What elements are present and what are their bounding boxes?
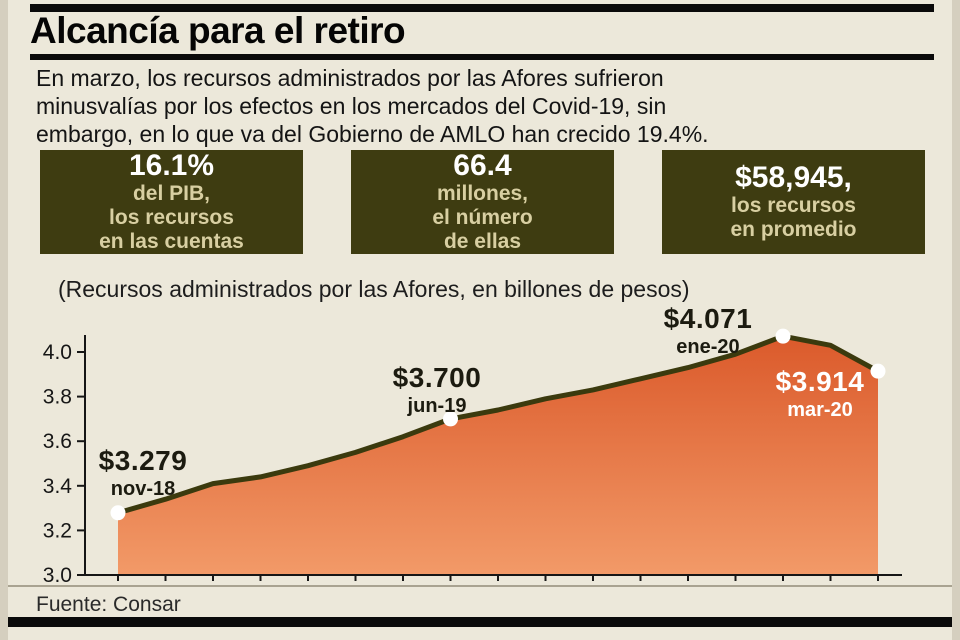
intro-line: minusvalías por los efectos en los merca… bbox=[36, 93, 667, 119]
stat-label: millones, bbox=[436, 182, 529, 205]
stat-value: 16.1% bbox=[128, 149, 215, 182]
svg-text:3.2: 3.2 bbox=[43, 519, 72, 542]
chart-subtitle: (Recursos administrados por las Afores, … bbox=[58, 276, 690, 302]
svg-text:3.0: 3.0 bbox=[43, 564, 72, 587]
annotation-mar20: $3.914 mar-20 bbox=[776, 366, 865, 422]
intro-line: En marzo, los recursos administrados por… bbox=[36, 65, 664, 91]
source-credit: Fuente: Consar bbox=[36, 593, 181, 616]
stat-value: 66.4 bbox=[453, 149, 512, 182]
annotation-date: mar-20 bbox=[787, 399, 853, 421]
title-rule bbox=[30, 54, 934, 60]
annotation-date: nov-18 bbox=[110, 478, 176, 500]
annotation-date: jun-19 bbox=[407, 395, 467, 417]
page-title: Alcancía para el retiro bbox=[30, 10, 406, 51]
svg-text:3.6: 3.6 bbox=[43, 430, 72, 453]
annotation-value: $3.700 bbox=[392, 362, 482, 393]
footer-rule bbox=[8, 585, 952, 587]
annotation-value: $3.914 bbox=[775, 366, 865, 397]
stat-label: de ellas bbox=[443, 230, 522, 253]
stat-label: el número bbox=[432, 206, 533, 229]
svg-text:4.0: 4.0 bbox=[43, 341, 72, 364]
stat-box-promedio: $58,945, los recursos en promedio bbox=[662, 150, 925, 254]
stat-label: del PIB, bbox=[132, 182, 211, 205]
svg-text:3.4: 3.4 bbox=[43, 475, 73, 498]
annotation-value: $4.071 bbox=[663, 303, 753, 334]
stat-box-pib: 16.1% del PIB, los recursos en las cuent… bbox=[40, 150, 303, 254]
stat-box-cuentas: 66.4 millones, el número de ellas bbox=[351, 150, 614, 254]
stat-label: en promedio bbox=[730, 218, 857, 241]
afores-area-chart: 3.0 3.2 3.4 3.6 3.8 4.0 bbox=[43, 328, 902, 587]
stat-boxes: 16.1% del PIB, los recursos en las cuent… bbox=[40, 150, 925, 254]
stat-label: los recursos bbox=[731, 194, 856, 217]
annotation-date: ene-20 bbox=[676, 336, 740, 358]
bottom-rule bbox=[8, 617, 952, 627]
stat-value: $58,945, bbox=[735, 161, 852, 194]
svg-text:3.8: 3.8 bbox=[43, 386, 72, 409]
intro-paragraph: En marzo, los recursos administrados por… bbox=[36, 64, 941, 148]
stat-label: en las cuentas bbox=[99, 230, 244, 253]
stat-label: los recursos bbox=[109, 206, 234, 229]
annotation-nov18: $3.279 nov-18 bbox=[99, 445, 188, 501]
annotation-value: $3.279 bbox=[98, 445, 188, 476]
top-rule bbox=[30, 4, 934, 12]
intro-line: embargo, en lo que va del Gobierno de AM… bbox=[36, 121, 709, 147]
annotation-ene20: $4.071 ene-20 bbox=[664, 303, 753, 359]
annotation-jun19: $3.700 jun-19 bbox=[393, 362, 482, 418]
